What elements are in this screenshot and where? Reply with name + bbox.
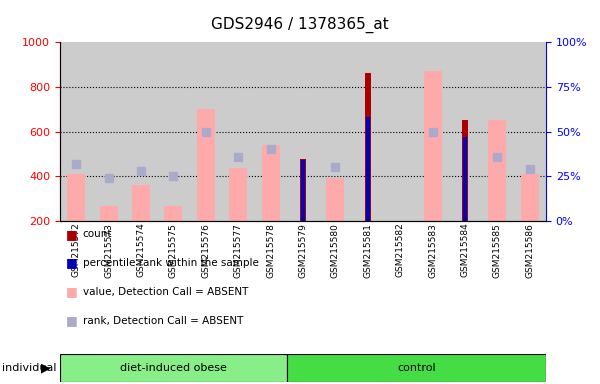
Text: value, Detection Call = ABSENT: value, Detection Call = ABSENT [83,287,248,297]
Text: GSM215578: GSM215578 [266,223,275,278]
Text: individual: individual [2,363,56,373]
Text: GSM215583: GSM215583 [428,223,437,278]
Bar [462,120,468,221]
Text: count: count [83,229,112,239]
Bar [287,354,546,382]
Text: GSM215584: GSM215584 [461,223,470,278]
Bar [229,168,247,221]
Text: GSM215576: GSM215576 [202,223,211,278]
Bar [384,42,416,221]
Bar [366,117,370,221]
Bar [222,42,254,221]
Bar [301,160,305,221]
Bar [300,159,306,221]
Text: GDS2946 / 1378365_at: GDS2946 / 1378365_at [211,17,389,33]
Bar [125,42,157,221]
Bar [521,174,539,221]
Bar [190,42,222,221]
Text: GSM215577: GSM215577 [234,223,243,278]
Bar [132,185,150,221]
Bar [92,42,125,221]
Text: ■: ■ [66,228,78,241]
Text: percentile rank within the sample: percentile rank within the sample [83,258,259,268]
Text: GSM215585: GSM215585 [493,223,502,278]
Bar [157,42,190,221]
Text: ■: ■ [66,285,78,298]
Bar [67,174,85,221]
Bar [365,73,371,221]
Bar [463,137,467,221]
Text: GSM215581: GSM215581 [364,223,372,278]
Text: GSM215572: GSM215572 [72,223,80,278]
Text: GSM215579: GSM215579 [299,223,308,278]
Bar [197,109,215,221]
Bar [287,42,319,221]
Text: GSM215573: GSM215573 [104,223,113,278]
Text: GSM215580: GSM215580 [331,223,340,278]
Text: control: control [397,363,436,373]
Text: GSM215574: GSM215574 [137,223,146,278]
Bar [416,42,449,221]
Text: GSM215586: GSM215586 [526,223,534,278]
Bar [262,145,280,221]
Bar [326,179,344,221]
Text: ▶: ▶ [41,362,50,375]
Bar [488,120,506,221]
Bar [352,42,384,221]
Bar [60,42,92,221]
Text: diet-induced obese: diet-induced obese [120,363,227,373]
Text: GSM215575: GSM215575 [169,223,178,278]
Bar [319,42,352,221]
Text: ■: ■ [66,314,78,327]
Bar [481,42,514,221]
Text: GSM215582: GSM215582 [396,223,405,278]
Bar [164,206,182,221]
Bar [60,354,287,382]
Bar [449,42,481,221]
Bar [424,71,442,221]
Text: ■: ■ [66,257,78,270]
Text: rank, Detection Call = ABSENT: rank, Detection Call = ABSENT [83,316,243,326]
Bar [514,42,546,221]
Bar [254,42,287,221]
Bar [100,206,118,221]
